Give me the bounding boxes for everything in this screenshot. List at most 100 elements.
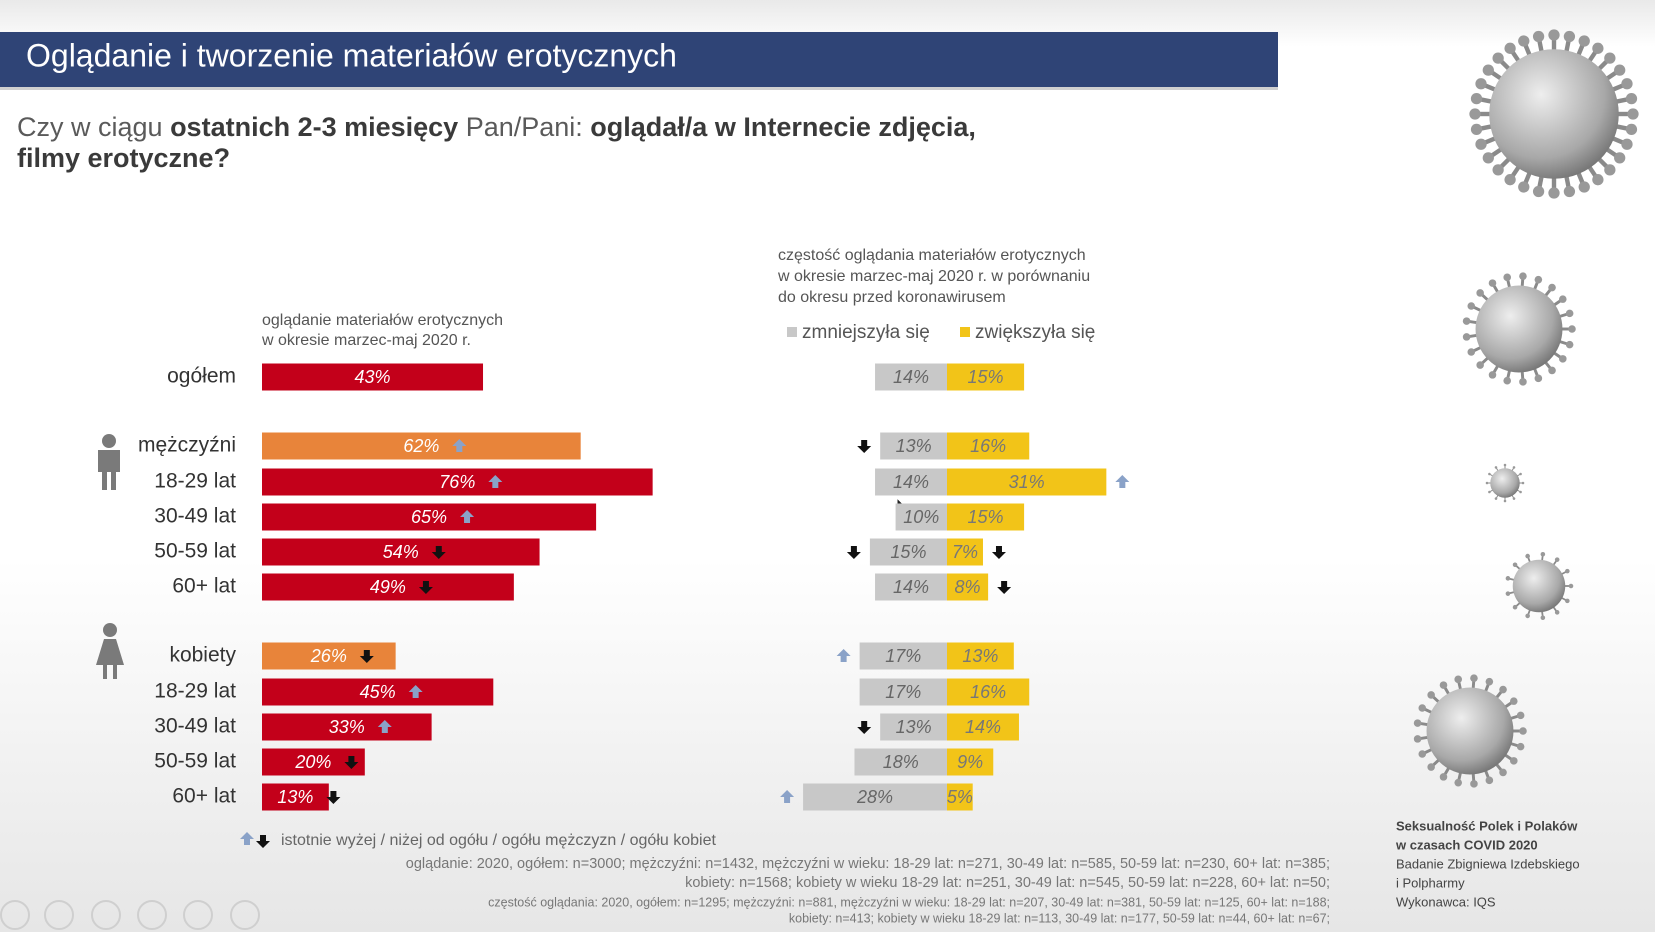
legend-marker-up [240,832,254,845]
significance-marker [326,791,341,804]
virus-spike-tip [1470,123,1483,136]
virus-spike-tip [1534,374,1543,383]
virus-spike-tip [1470,674,1478,682]
significance-marker [460,510,475,523]
virus-body [1490,468,1520,498]
virus-spike-tip [1439,681,1448,689]
virus-spike-tip [1503,463,1507,467]
significance-marker [408,685,423,698]
bar-segment [947,713,1019,741]
bar-value-label: 33% [329,717,365,737]
virus-spike-tip [1519,490,1522,494]
female-icon-body [96,639,124,679]
virus-decoration [1413,674,1527,788]
virus-spike-tip [1476,289,1484,297]
virus-spike-tip [1625,92,1638,105]
significance-marker [377,720,392,733]
category-label: 60+ lat [172,785,236,808]
virus-spike-tip [1427,763,1435,771]
question-segment: Pan/Pani: [458,112,590,142]
virus-spike-tip [1512,497,1516,500]
bar-value-label: 20% [294,752,331,772]
virus-spike-tip [1475,78,1487,90]
bar [262,713,432,741]
bar-value-label: 45% [360,682,396,702]
bar-value-label: 13% [896,717,932,737]
legend-marker-down [256,835,270,848]
virus-spike-tip [1503,499,1507,503]
virus-spike-tip [1621,78,1633,90]
significance-marker [857,440,872,453]
virus-spike-tip [1488,490,1491,494]
significance-marker [997,581,1012,594]
header-shadow [0,87,1278,90]
virus-spike-tip [1548,29,1560,41]
bar-value-label: 43% [354,367,390,387]
toolbar-button[interactable] [44,900,74,930]
virus-spike-tip [1505,591,1511,596]
female-icon-head [103,623,117,637]
bar-segment [859,678,947,706]
virus-spike-tip [1614,152,1626,164]
bar-value-label: 13% [962,646,998,666]
significance-marker [359,650,374,663]
header-bar [0,32,1278,87]
virus-decoration [1462,272,1576,386]
bar-segment [947,363,1025,391]
virus-spike-tip [1563,185,1576,198]
legend-swatch [960,327,970,337]
toolbar-button[interactable] [183,900,213,930]
bar-value-label: 62% [403,436,439,456]
bar-value-label: 76% [439,472,475,492]
chart-subtitle: w okresie marzec-maj 2020 r. w porównani… [777,268,1090,285]
toolbar-button[interactable] [137,900,167,930]
significance-marker [344,756,359,769]
virus-spike-tip [1578,35,1590,47]
legend-label: zmniejszyła się [802,322,930,343]
toolbar-button[interactable] [0,900,30,930]
virus-spike-tip [1592,42,1604,54]
virus-spike-tip [1516,742,1525,751]
virus-spike-tip [1462,333,1471,341]
chart-subtitle: częstość oglądania materiałów erotycznyc… [778,247,1086,264]
virus-spike-tip [1488,472,1491,476]
virus-spike-tip [1418,704,1427,712]
virus-body [1512,559,1566,613]
bar-segment [947,538,983,566]
bar-value-label: 26% [310,646,347,666]
bar-segment [947,573,989,601]
virus-body [1475,285,1563,373]
bar-segment [947,503,1025,531]
significance-marker [1115,475,1130,488]
bar-value-label: 8% [955,577,981,597]
virus-spike-tip [1492,164,1504,176]
credit-line: w czasach COVID 2020 [1395,837,1538,852]
question-line: Czy w ciągu ostatnich 2-3 miesięcy Pan/P… [17,112,976,142]
bar [262,538,540,566]
virus-spike-tip [1565,309,1574,318]
category-label: 30-49 lat [154,505,236,528]
bar-segment [947,678,1030,706]
virus-spike-tip [1540,615,1546,621]
virus-spike-tip [1554,557,1560,562]
bar-segment [880,432,947,460]
virus-spike-tip [1482,64,1494,76]
toolbar-button[interactable] [230,900,260,930]
virus-spike-tip [1621,138,1633,150]
virus-spike-tip [1482,152,1494,164]
virus-spike-tip [1516,711,1525,720]
toolbar-button[interactable] [91,900,121,930]
category-label: 50-59 lat [154,750,236,773]
question-segment: ostatnich 2-3 miesięcy [170,112,458,142]
category-label: 50-59 lat [154,540,236,563]
virus-spike-tip [1565,340,1574,349]
credit-line: i Polpharmy [1396,875,1465,890]
credit-line: Badanie Zbigniewa Izdebskiego [1396,856,1580,871]
virus-spike-tip [1494,497,1498,500]
bar-segment [875,573,947,601]
virus-spike-tip [1485,481,1489,485]
credit-line: Wykonawca: IQS [1396,894,1496,909]
virus-spike-tip [1485,677,1494,686]
virus-spike-tip [1503,376,1511,385]
